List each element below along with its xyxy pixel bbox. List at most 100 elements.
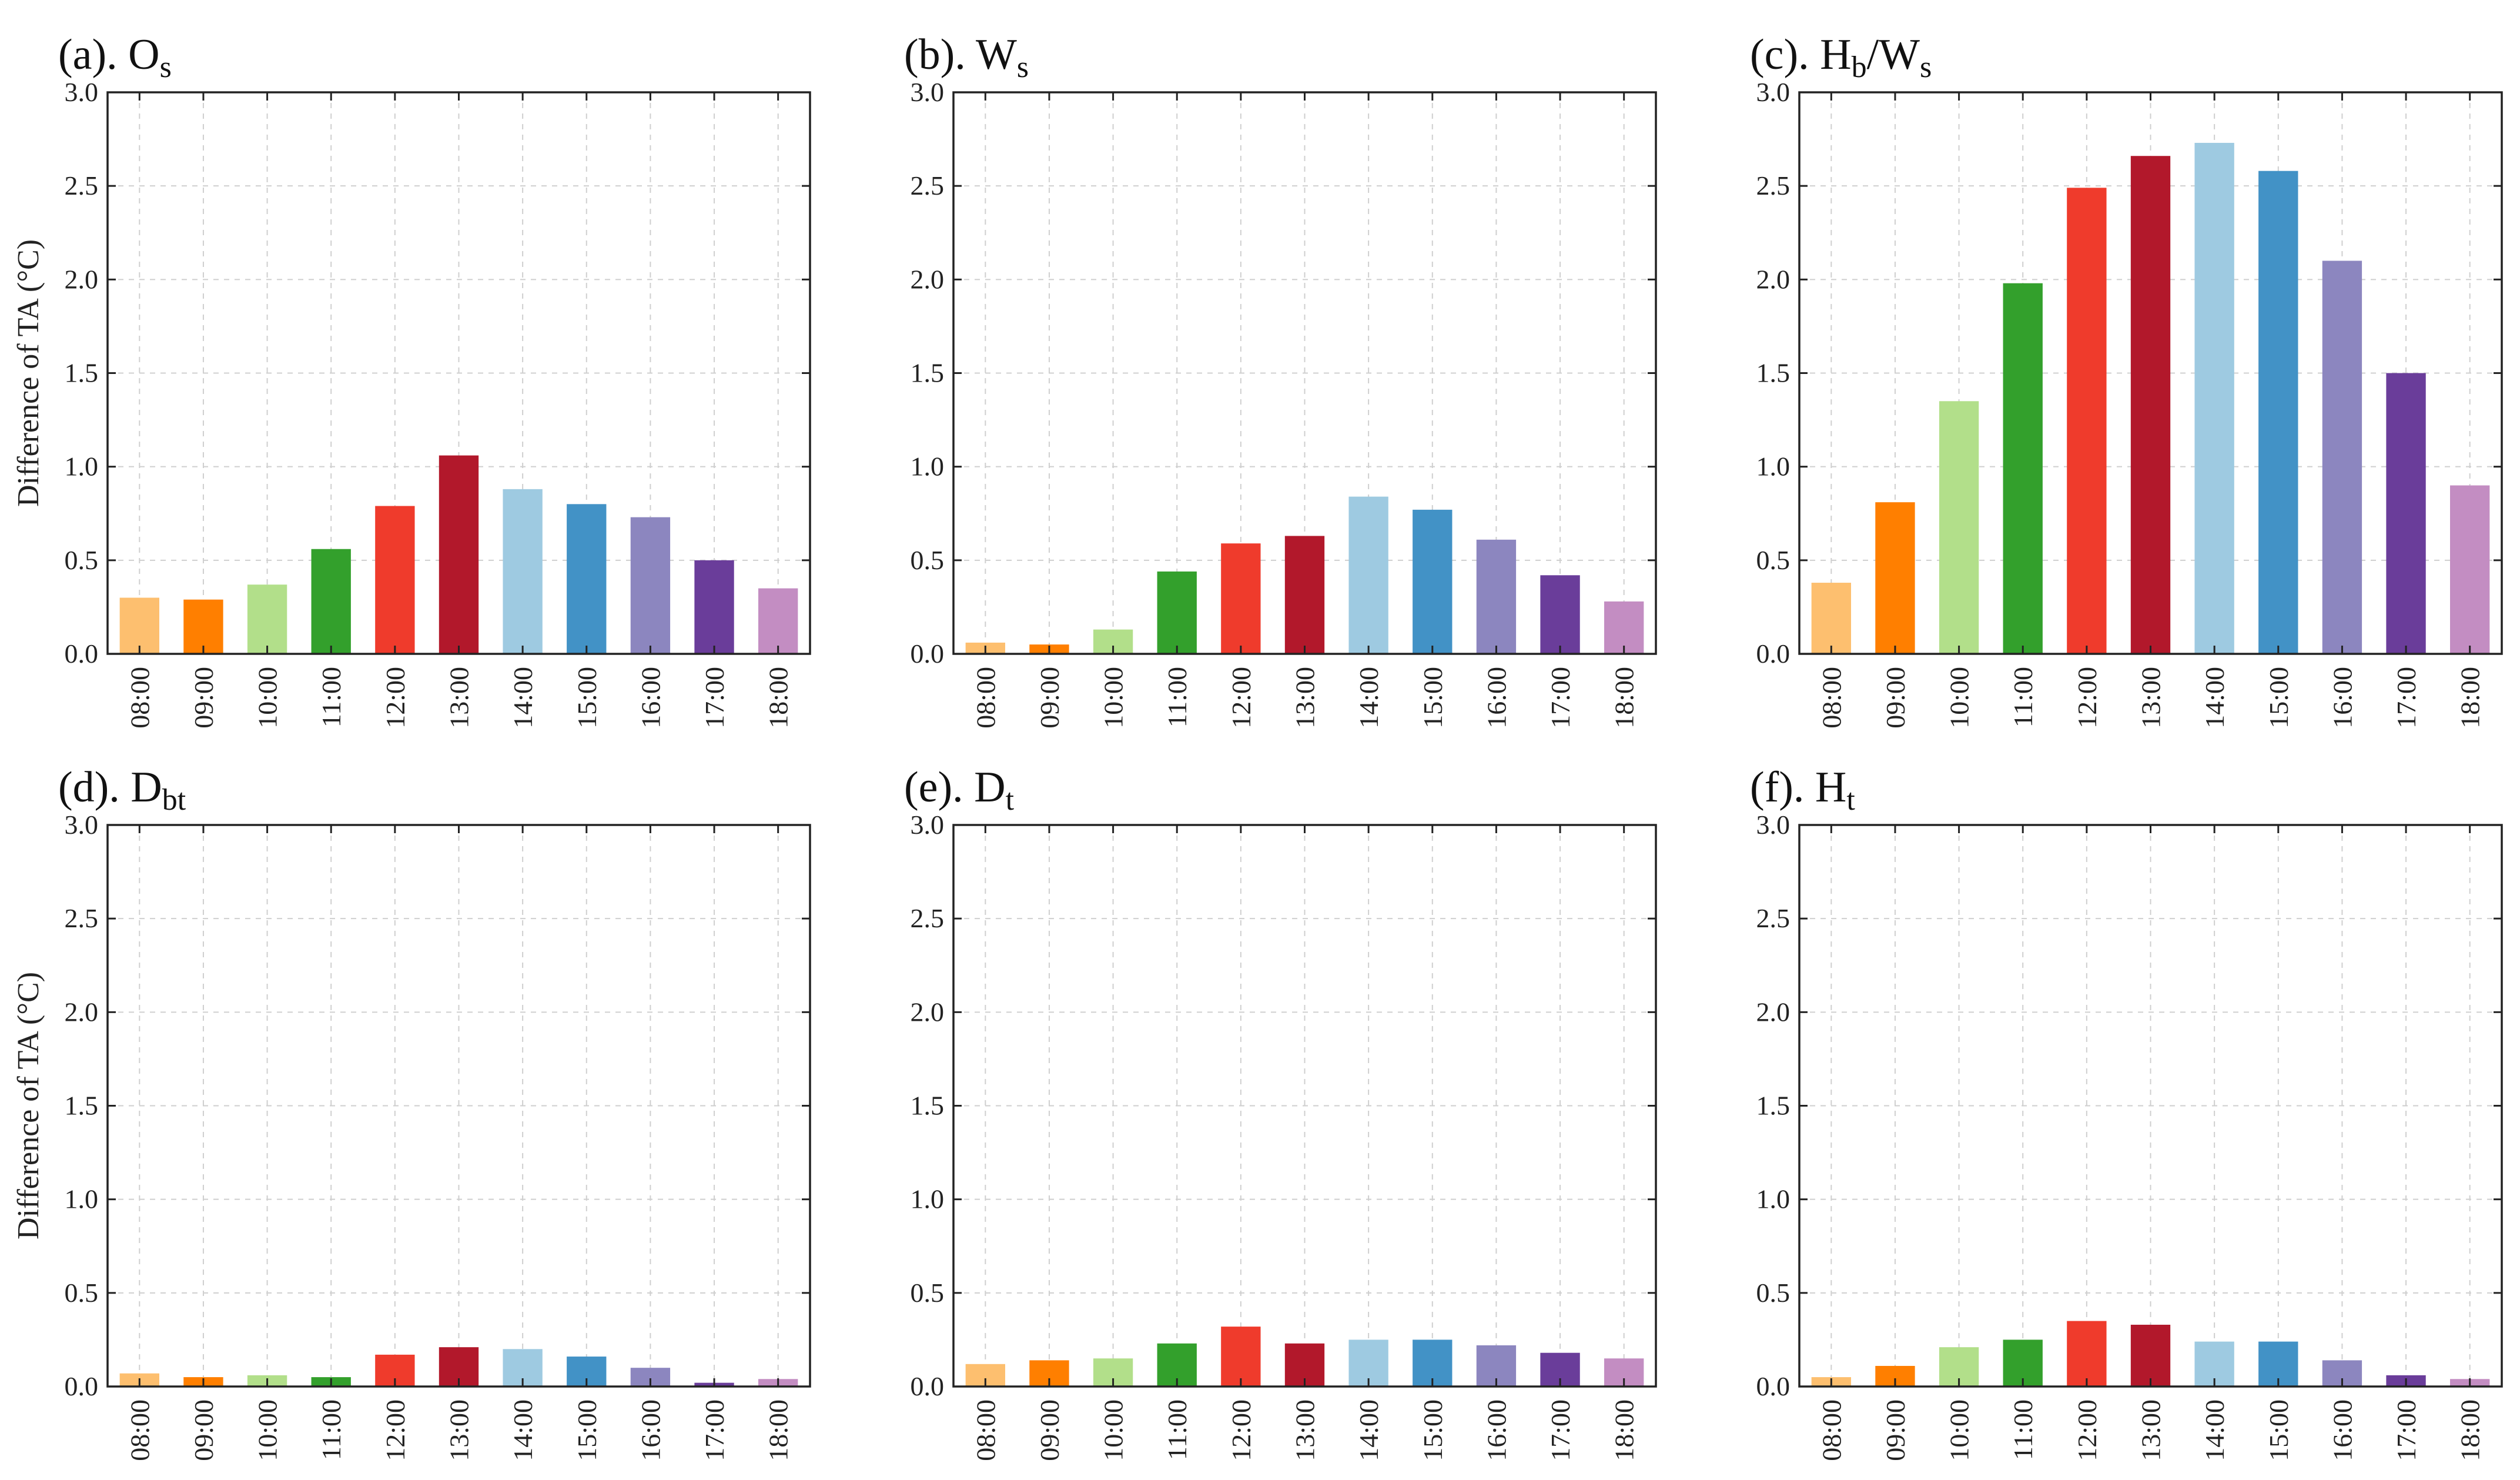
x-tick-label: 15:00	[2264, 667, 2294, 729]
x-tick-label: 17:00	[2391, 667, 2421, 729]
bar-1200	[375, 506, 415, 654]
y-tick-label: 3.0	[911, 77, 945, 107]
x-tick-label: 16:00	[2327, 667, 2357, 729]
y-tick-label: 1.0	[911, 452, 945, 482]
y-tick-label: 0.5	[65, 545, 99, 575]
x-tick-label: 11:00	[316, 1399, 346, 1460]
x-tick-label: 16:00	[1481, 1399, 1511, 1461]
y-tick-label: 2.5	[911, 171, 945, 201]
y-tick-label: 1.5	[911, 1091, 945, 1121]
bar-1800	[2450, 485, 2490, 654]
y-tick-label: 0.5	[1756, 545, 1791, 575]
bar-1500	[1413, 509, 1453, 654]
panel-title: (d). Dbt	[58, 763, 186, 817]
y-tick-label: 0.0	[911, 639, 945, 669]
chart-panel-f: (f). Ht 0.0 0.5 1.0 1.5 2.0 2.5 3.0 08:00 09:00 10…	[1750, 763, 2503, 1461]
x-tick-label: 08:00	[125, 1399, 155, 1461]
x-tick-label: 11:00	[1162, 1399, 1192, 1460]
y-tick-label: 1.5	[1756, 1091, 1791, 1121]
y-axis-label: Difference of TA (°C)	[12, 972, 45, 1240]
bar-1300	[439, 455, 479, 654]
bar-1800	[1604, 601, 1644, 654]
x-tick-label: 11:00	[2008, 667, 2038, 727]
x-tick-label: 17:00	[2391, 1399, 2421, 1461]
bar-1000	[247, 584, 287, 654]
x-tick-label: 08:00	[1816, 667, 1846, 729]
chart-panel-a: (a). Os 0.0 0.5 1.0 1.5 2.0 2.5 3.0 08:00 09:00 10…	[12, 31, 811, 729]
x-tick-label: 14:00	[1354, 1399, 1384, 1461]
bar-0800	[1811, 583, 1851, 654]
bar-1000	[1939, 401, 1979, 654]
bar-1800	[758, 588, 798, 654]
x-tick-label: 10:00	[253, 1399, 283, 1461]
x-tick-label: 16:00	[1481, 667, 1511, 729]
x-tick-label: 18:00	[1609, 667, 1639, 729]
x-tick-label: 12:00	[380, 667, 410, 729]
bar-0900	[183, 599, 223, 654]
y-tick-label: 1.0	[65, 452, 99, 482]
y-tick-label: 1.0	[65, 1184, 99, 1214]
x-tick-label: 17:00	[1545, 667, 1575, 729]
x-tick-label: 11:00	[2008, 1399, 2038, 1460]
x-tick-label: 14:00	[508, 1399, 538, 1461]
x-tick-label: 15:00	[572, 667, 602, 729]
x-tick-label: 18:00	[1609, 1399, 1639, 1461]
bar-1700	[2386, 373, 2426, 654]
x-tick-label: 12:00	[2072, 1399, 2102, 1461]
y-tick-label: 1.5	[911, 358, 945, 388]
x-tick-label: 12:00	[380, 1399, 410, 1461]
x-tick-label: 15:00	[2264, 1399, 2294, 1461]
y-tick-label: 3.0	[65, 810, 99, 840]
y-tick-label: 2.0	[65, 997, 99, 1027]
x-tick-label: 10:00	[1945, 667, 1974, 729]
bar-1700	[694, 560, 734, 654]
x-tick-label: 11:00	[316, 667, 346, 727]
x-tick-label: 16:00	[635, 667, 665, 729]
bar-1300	[2130, 1324, 2171, 1387]
bar-1300	[2130, 156, 2171, 654]
y-tick-label: 3.0	[65, 77, 99, 107]
bar-1500	[567, 504, 607, 654]
panel-title: (b). Ws	[904, 31, 1029, 84]
y-axis-label: Difference of TA (°C)	[12, 239, 45, 507]
panel-title: (e). Dt	[904, 763, 1015, 817]
x-tick-label: 18:00	[764, 667, 794, 729]
x-tick-label: 09:00	[1035, 667, 1065, 729]
y-tick-label: 0.5	[911, 1278, 945, 1308]
y-tick-label: 0.0	[1756, 639, 1791, 669]
y-tick-label: 2.5	[1756, 903, 1791, 933]
bar-1200	[1221, 543, 1261, 654]
x-tick-label: 14:00	[2200, 1399, 2230, 1461]
y-tick-label: 2.5	[65, 903, 99, 933]
panel-title: (c). Hb/Ws	[1750, 31, 1932, 84]
x-tick-label: 09:00	[189, 667, 219, 729]
bar-1400	[2194, 142, 2234, 654]
x-tick-label: 08:00	[1816, 1399, 1846, 1461]
y-tick-label: 2.0	[1756, 997, 1791, 1027]
x-tick-label: 16:00	[2327, 1399, 2357, 1461]
y-tick-label: 0.0	[911, 1371, 945, 1401]
x-tick-label: 14:00	[1354, 667, 1384, 729]
panel-title: (a). Os	[58, 31, 172, 84]
y-tick-label: 3.0	[1756, 77, 1791, 107]
y-tick-label: 2.0	[1756, 264, 1791, 294]
y-tick-label: 0.5	[1756, 1278, 1791, 1308]
y-tick-label: 2.5	[911, 903, 945, 933]
y-tick-label: 0.0	[1756, 1371, 1791, 1401]
x-tick-label: 13:00	[1290, 667, 1320, 729]
x-tick-label: 15:00	[1418, 1399, 1448, 1461]
bar-1600	[1476, 539, 1517, 654]
bar-1600	[630, 517, 671, 654]
x-tick-label: 16:00	[635, 1399, 665, 1461]
bar-1700	[1540, 575, 1580, 654]
x-tick-label: 13:00	[444, 1399, 474, 1461]
x-tick-label: 08:00	[970, 1399, 1000, 1461]
x-tick-label: 09:00	[1880, 1399, 1910, 1461]
y-tick-label: 2.5	[1756, 171, 1791, 201]
x-tick-label: 10:00	[1099, 667, 1129, 729]
x-tick-label: 09:00	[1880, 667, 1910, 729]
chart-panel-e: (e). Dt 0.0 0.5 1.0 1.5 2.0 2.5 3.0 08:00 09:00 10…	[904, 763, 1657, 1461]
panel-title: (f). Ht	[1750, 763, 1855, 817]
x-tick-label: 13:00	[444, 667, 474, 729]
